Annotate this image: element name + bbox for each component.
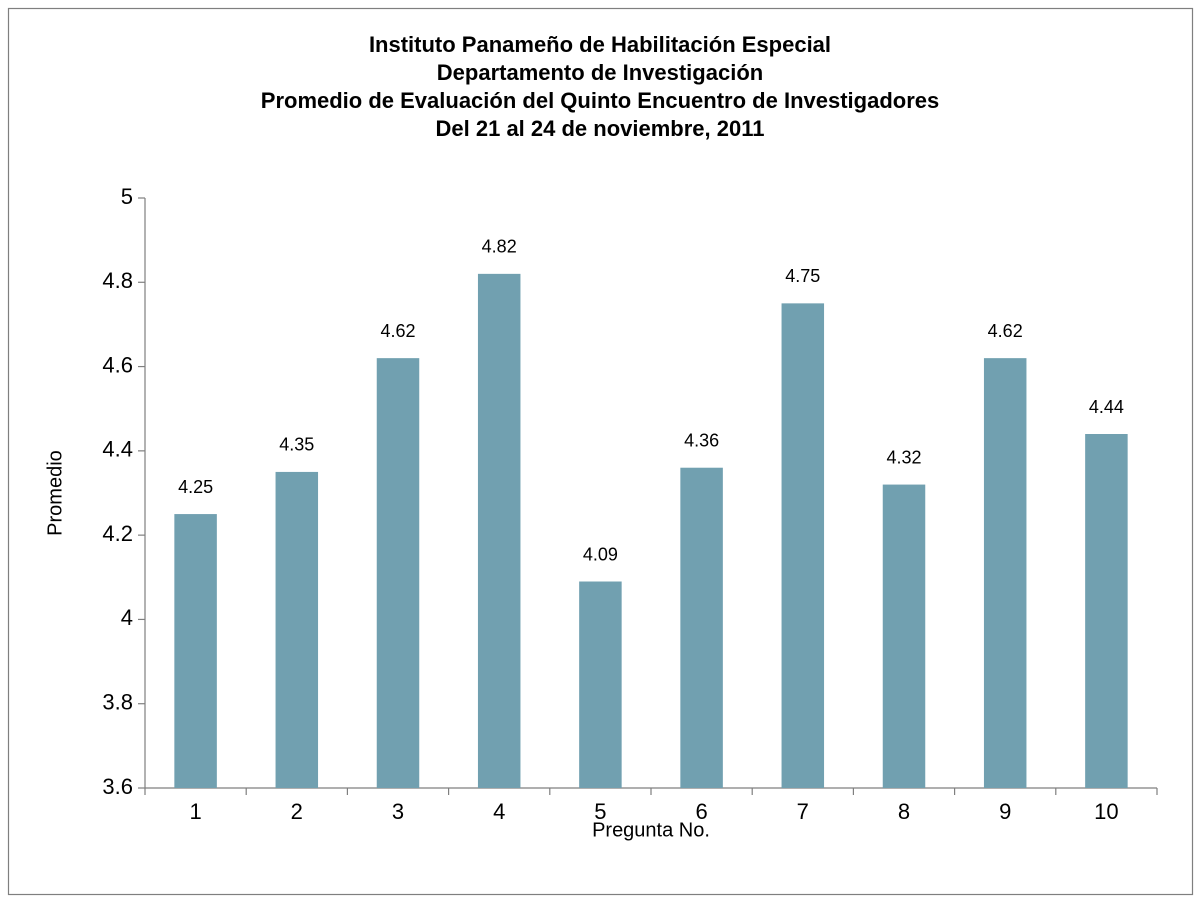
y-tick-label: 4.2 bbox=[102, 521, 133, 546]
x-tick-label: 10 bbox=[1094, 799, 1118, 824]
data-label: 4.35 bbox=[279, 435, 314, 455]
x-tick-label: 2 bbox=[291, 799, 303, 824]
data-label: 4.36 bbox=[684, 430, 719, 450]
x-tick-label: 6 bbox=[695, 799, 707, 824]
x-tick-label: 5 bbox=[594, 799, 606, 824]
y-tick-label: 4.8 bbox=[102, 268, 133, 293]
x-tick-label: 3 bbox=[392, 799, 404, 824]
chart-title: Del 21 al 24 de noviembre, 2011 bbox=[436, 116, 765, 141]
bar bbox=[275, 471, 319, 788]
x-tick-label: 4 bbox=[493, 799, 505, 824]
y-tick-label: 4.4 bbox=[102, 437, 133, 462]
data-label: 4.62 bbox=[380, 321, 415, 341]
bar bbox=[680, 467, 723, 788]
bar bbox=[1085, 434, 1128, 788]
y-tick-label: 3.6 bbox=[102, 774, 133, 799]
data-label: 4.32 bbox=[886, 447, 921, 467]
chart-title: Departamento de Investigación bbox=[437, 60, 763, 85]
x-tick-label: 9 bbox=[999, 799, 1011, 824]
chart-title: Promedio de Evaluación del Quinto Encuen… bbox=[261, 88, 939, 113]
chart-title: Instituto Panameño de Habilitación Espec… bbox=[369, 32, 831, 57]
bar bbox=[579, 581, 622, 788]
data-label: 4.25 bbox=[178, 477, 213, 497]
x-tick-label: 1 bbox=[189, 799, 201, 824]
data-label: 4.75 bbox=[785, 266, 820, 286]
bar bbox=[781, 303, 825, 788]
bar bbox=[174, 514, 217, 788]
y-axis-label: Promedio bbox=[44, 450, 66, 536]
x-tick-label: 7 bbox=[797, 799, 809, 824]
bar bbox=[882, 484, 926, 788]
bar bbox=[983, 358, 1027, 788]
data-label: 4.62 bbox=[988, 321, 1023, 341]
y-tick-label: 4.6 bbox=[102, 352, 133, 377]
bar bbox=[477, 273, 521, 788]
x-tick-label: 8 bbox=[898, 799, 910, 824]
bar bbox=[376, 358, 420, 788]
data-label: 4.44 bbox=[1089, 397, 1124, 417]
y-tick-label: 5 bbox=[121, 184, 133, 209]
y-tick-label: 3.8 bbox=[102, 690, 133, 715]
y-tick-label: 4 bbox=[121, 605, 133, 630]
x-axis-label: Pregunta No. bbox=[592, 819, 710, 841]
data-label: 4.82 bbox=[482, 237, 517, 257]
data-label: 4.09 bbox=[583, 544, 618, 564]
